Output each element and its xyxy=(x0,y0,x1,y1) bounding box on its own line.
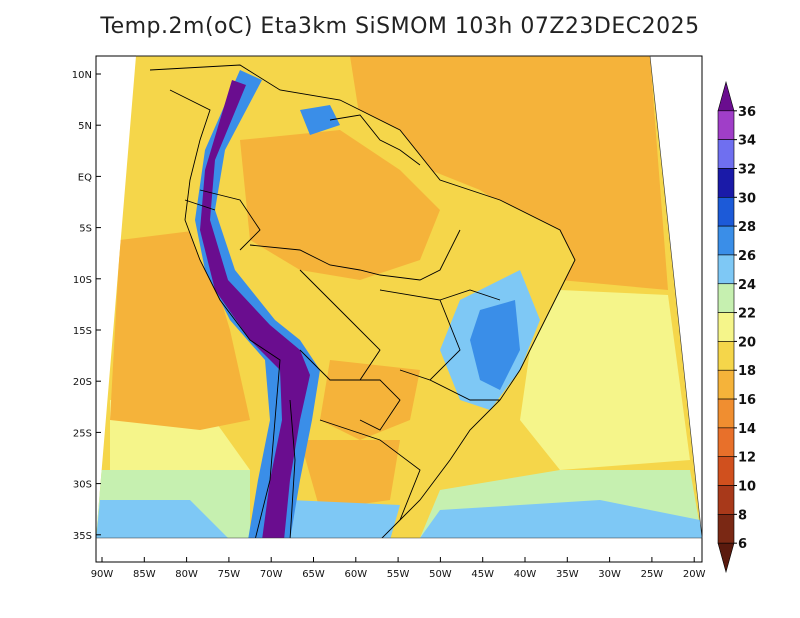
lon-tick-label: 55W xyxy=(387,569,410,580)
colorbar-swatch xyxy=(717,398,735,429)
latitude-axis: 10N 5N EQ 5S 10S 15S 20S 25S 30S 35S xyxy=(72,70,101,542)
colorbar-label: 36 xyxy=(738,105,756,120)
colorbar-swatch xyxy=(717,369,735,400)
ocean-pale-south-atlantic xyxy=(520,290,690,470)
lat-tick-label: 20S xyxy=(73,377,92,388)
lat-tick-label: 35S xyxy=(73,531,92,542)
lat-tick-label: 5S xyxy=(79,224,92,235)
lon-tick-label: 35W xyxy=(556,569,579,580)
border-bolivia xyxy=(299,269,381,381)
lon-tick-label: 20W xyxy=(683,569,706,580)
lon-tick-label: 75W xyxy=(218,569,241,580)
colorbar-swatch xyxy=(717,456,735,486)
colorbar-label: 26 xyxy=(738,249,756,264)
colorbar-arrow-bottom xyxy=(717,542,735,574)
ocean-warm-north xyxy=(350,56,668,290)
colorbar-swatch xyxy=(717,485,735,515)
land-hot-amazon xyxy=(240,130,440,280)
lon-tick-label: 50W xyxy=(429,569,452,580)
lon-tick-label: 70W xyxy=(260,569,283,580)
lat-tick-label: 10N xyxy=(72,70,92,81)
border-guianas xyxy=(329,114,421,166)
lon-tick-label: 40W xyxy=(514,569,537,580)
lat-tick-label: 5N xyxy=(78,121,92,132)
colorbar-label: 32 xyxy=(738,162,756,177)
venezuela-cold xyxy=(300,105,340,135)
colorbar-swatch xyxy=(717,283,735,313)
colorbar-arrow-top xyxy=(717,80,735,112)
domain-outline xyxy=(96,55,703,539)
colorbar-swatch xyxy=(717,514,735,544)
colorbar-swatch xyxy=(717,168,735,198)
colorbar-label: 30 xyxy=(738,191,756,206)
border-brazil-states xyxy=(379,289,501,401)
colorbar-label: 18 xyxy=(738,364,756,379)
colorbar-label: 16 xyxy=(738,393,756,408)
colorbar-label: 20 xyxy=(738,335,756,350)
colorbar-swatch xyxy=(717,196,735,227)
lat-tick-label: 10S xyxy=(73,275,92,286)
colorbar-label: 6 xyxy=(738,537,747,552)
colorbar-swatch xyxy=(717,341,735,371)
colorbar-label: 12 xyxy=(738,451,756,466)
country-borders xyxy=(149,64,576,538)
lat-tick-label: 25S xyxy=(73,428,92,439)
colorbar-swatch xyxy=(717,110,735,140)
coastline xyxy=(149,64,576,538)
longitude-axis: 90W 85W 80W 75W 70W 65W 60W 55W 50W 45W 40W 35W 30W 2… xyxy=(91,557,706,580)
lon-tick-label: 25W xyxy=(641,569,664,580)
border-paraguay xyxy=(340,379,401,431)
lon-tick-label: 30W xyxy=(598,569,621,580)
colorbar-swatch xyxy=(717,427,735,458)
border-colombia-peru xyxy=(199,189,261,251)
lon-tick-label: 65W xyxy=(302,569,325,580)
pampas-cool xyxy=(280,500,400,538)
colorbar-swatch xyxy=(717,312,735,342)
lon-tick-label: 90W xyxy=(91,569,114,580)
ocean-cold-pacific xyxy=(96,500,230,538)
lat-tick-label: EQ xyxy=(78,172,92,183)
colorbar-swatch xyxy=(717,254,735,285)
ocean-cold-south-atlantic xyxy=(420,500,702,538)
lon-tick-label: 60W xyxy=(344,569,367,580)
colorbar-label: 34 xyxy=(738,134,756,149)
colorbar-label: 28 xyxy=(738,220,756,235)
brazil-highlands-cooler xyxy=(470,300,520,390)
colorbar-swatch xyxy=(717,225,735,256)
colorbar-swatch xyxy=(717,139,735,169)
lat-tick-label: 15S xyxy=(73,326,92,337)
colorbar-label: 10 xyxy=(738,480,756,495)
border-chile-argentina xyxy=(289,399,296,538)
land-hot-argentina xyxy=(300,440,400,510)
border-argentina xyxy=(319,419,421,521)
lon-tick-label: 85W xyxy=(133,569,156,580)
temperature-field xyxy=(96,56,702,538)
map-title: Temp.2m(oC) Eta3km SiSMOM 103h 07Z23DEC2… xyxy=(100,14,700,39)
lon-tick-label: 45W xyxy=(471,569,494,580)
colorbar-label: 8 xyxy=(738,508,747,523)
colorbar-label: 14 xyxy=(738,422,756,437)
border-ecuador xyxy=(184,199,216,211)
border-brazil-west xyxy=(249,229,461,281)
colorbar-label: 22 xyxy=(738,307,756,322)
colorbar-label: 24 xyxy=(738,278,756,293)
lon-tick-label: 80W xyxy=(175,569,198,580)
lat-tick-label: 30S xyxy=(73,480,92,491)
colorbar: 6 8 10 12 14 16 18 20 22 24 26 28 30 32 34 36 xyxy=(717,80,756,574)
andes-cold-core xyxy=(200,80,310,538)
